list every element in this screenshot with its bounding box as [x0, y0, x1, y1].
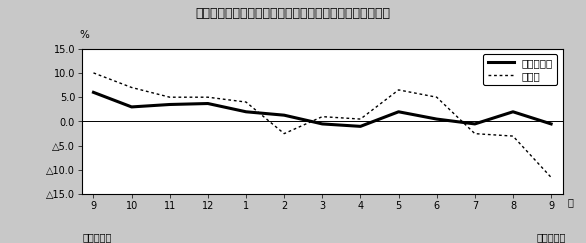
Text: 平成１９年: 平成１９年 — [536, 233, 565, 243]
Text: 第２図　所定外労働時間対前年比の推移（規模５人以上）: 第２図 所定外労働時間対前年比の推移（規模５人以上） — [196, 7, 390, 20]
Text: %: % — [80, 30, 90, 40]
Text: 月: 月 — [567, 197, 573, 207]
Text: 平成１８年: 平成１８年 — [82, 233, 111, 243]
Legend: 調査産業計, 製造業: 調査産業計, 製造業 — [483, 54, 557, 85]
